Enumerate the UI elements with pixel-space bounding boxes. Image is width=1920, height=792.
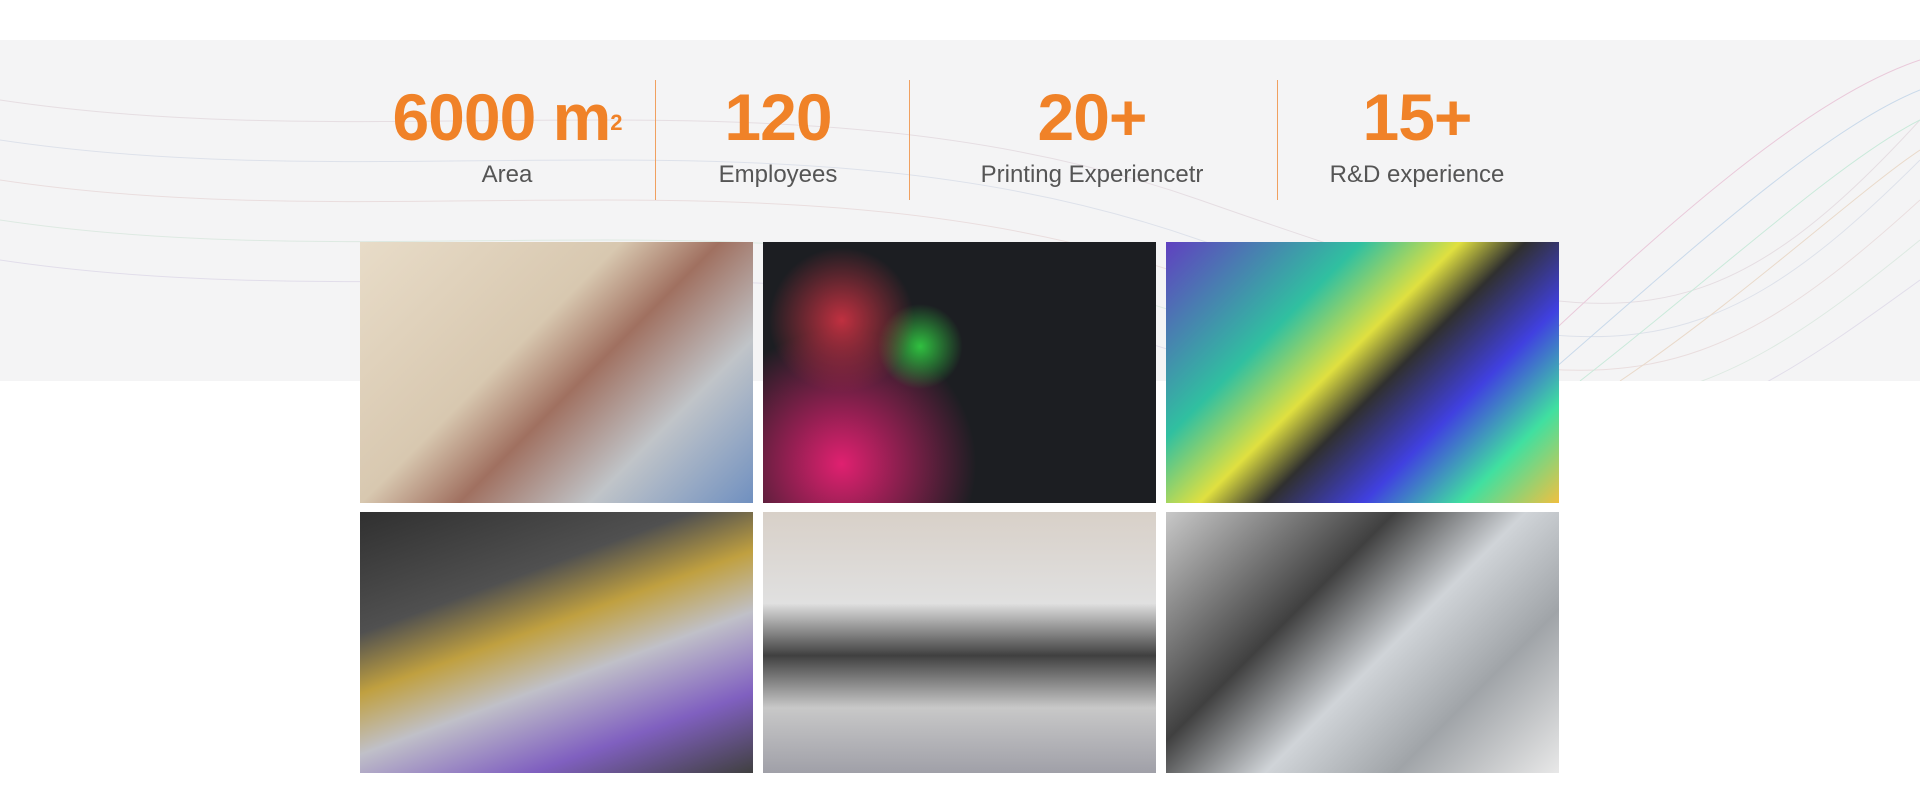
stat: 20+ Printing Experiencetr (981, 78, 1204, 190)
stat-value: 6000 m2 (392, 78, 622, 156)
stat-label: Area (481, 161, 533, 188)
stat-number: 6000 (392, 80, 536, 154)
photo-printing-machine (763, 512, 1156, 773)
stat-value: 120 (724, 80, 832, 154)
stat-label: Printing Experiencetr (980, 161, 1204, 188)
divider (655, 80, 656, 200)
photo-hologram-rolls (360, 512, 753, 773)
stat-label: Employees (718, 161, 838, 188)
photo-laser-lab (763, 242, 1156, 503)
stat-unit: m (552, 80, 612, 154)
photo-label-slitter (1166, 512, 1559, 773)
stat-value: 15+ (1362, 80, 1473, 154)
stat: 15+ R&D experience (1330, 78, 1505, 190)
stat: 6000 m2 Area (392, 78, 622, 190)
photo-lab-operator (360, 242, 753, 503)
photo-hologram-sheets (1166, 242, 1559, 503)
stat-value: 20+ (1037, 80, 1148, 154)
stat-unit-sup: 2 (610, 110, 622, 135)
divider (909, 80, 910, 200)
stat: 120 Employees (719, 78, 838, 190)
divider (1277, 80, 1278, 200)
stat-label: R&D experience (1329, 161, 1505, 188)
